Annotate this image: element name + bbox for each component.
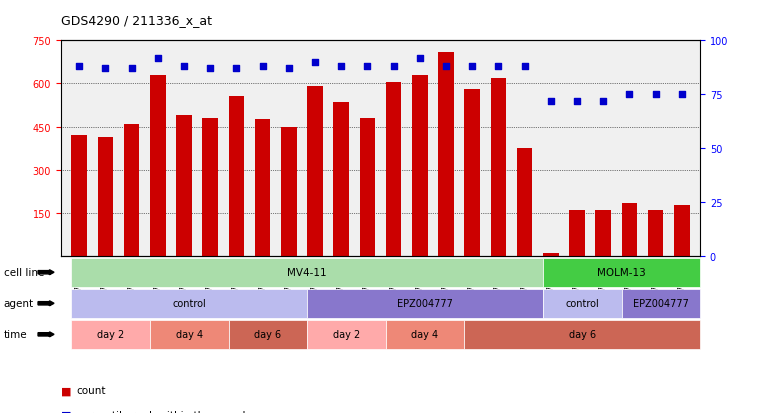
Point xyxy=(309,59,321,66)
Bar xyxy=(97,137,113,256)
Bar xyxy=(569,210,585,256)
Text: percentile rank within the sample: percentile rank within the sample xyxy=(76,410,252,413)
Point xyxy=(518,64,530,70)
Text: day 6: day 6 xyxy=(568,330,596,339)
Bar xyxy=(674,206,689,256)
Point xyxy=(256,64,269,70)
Bar xyxy=(438,53,454,256)
Point xyxy=(73,64,85,70)
Point xyxy=(414,55,426,62)
Bar xyxy=(281,127,297,256)
Bar xyxy=(517,149,533,256)
Text: control: control xyxy=(173,299,206,309)
Bar xyxy=(386,83,402,256)
Bar xyxy=(228,97,244,256)
Bar xyxy=(307,87,323,256)
Point xyxy=(571,98,583,105)
Bar xyxy=(595,210,611,256)
Text: day 4: day 4 xyxy=(176,330,203,339)
Text: day 2: day 2 xyxy=(333,330,360,339)
Point xyxy=(492,64,505,70)
Bar xyxy=(202,119,218,256)
Bar xyxy=(464,90,480,256)
Text: count: count xyxy=(76,385,106,395)
Bar xyxy=(359,119,375,256)
Text: MV4-11: MV4-11 xyxy=(288,268,327,278)
Text: MOLM-13: MOLM-13 xyxy=(597,268,646,278)
Bar xyxy=(150,76,166,256)
Point xyxy=(126,66,138,73)
Point xyxy=(676,92,688,98)
Text: EPZ004777: EPZ004777 xyxy=(633,299,689,309)
Point xyxy=(335,64,347,70)
Point xyxy=(623,92,635,98)
Bar xyxy=(333,103,349,256)
Bar xyxy=(124,124,139,256)
Point xyxy=(597,98,610,105)
Point xyxy=(151,55,164,62)
Point xyxy=(440,64,452,70)
Point xyxy=(178,64,190,70)
Point xyxy=(466,64,478,70)
Bar xyxy=(491,78,506,256)
Bar xyxy=(176,116,192,256)
Point xyxy=(361,64,374,70)
Bar xyxy=(72,136,87,256)
Text: day 6: day 6 xyxy=(254,330,282,339)
Text: GDS4290 / 211336_x_at: GDS4290 / 211336_x_at xyxy=(61,14,212,27)
Text: agent: agent xyxy=(4,299,34,309)
Point xyxy=(545,98,557,105)
Text: ■: ■ xyxy=(61,410,72,413)
Text: day 2: day 2 xyxy=(97,330,124,339)
Text: time: time xyxy=(4,330,27,339)
Text: control: control xyxy=(565,299,599,309)
Point xyxy=(204,66,216,73)
Text: ■: ■ xyxy=(61,385,72,395)
Point xyxy=(100,66,112,73)
Bar xyxy=(648,210,664,256)
Point xyxy=(387,64,400,70)
Text: EPZ004777: EPZ004777 xyxy=(397,299,453,309)
Text: cell line: cell line xyxy=(4,268,44,278)
Bar xyxy=(543,253,559,256)
Text: day 4: day 4 xyxy=(412,330,438,339)
Point xyxy=(649,92,661,98)
Bar xyxy=(255,120,270,256)
Bar xyxy=(622,203,637,256)
Point xyxy=(283,66,295,73)
Point xyxy=(231,66,243,73)
Bar xyxy=(412,76,428,256)
